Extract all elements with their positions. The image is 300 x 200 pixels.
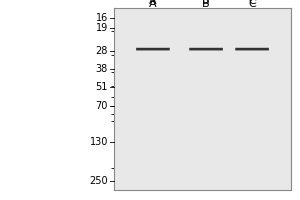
Text: 250: 250 bbox=[89, 176, 108, 186]
FancyBboxPatch shape bbox=[136, 48, 170, 50]
Text: 130: 130 bbox=[90, 137, 108, 147]
Text: 16: 16 bbox=[96, 13, 108, 23]
Text: A: A bbox=[149, 0, 157, 9]
FancyBboxPatch shape bbox=[235, 48, 269, 50]
Text: 19: 19 bbox=[96, 23, 108, 33]
Text: B: B bbox=[202, 0, 210, 6]
Text: 38: 38 bbox=[96, 64, 108, 74]
Text: 70: 70 bbox=[96, 101, 108, 111]
Text: B: B bbox=[202, 0, 210, 9]
Text: A: A bbox=[149, 0, 157, 6]
FancyBboxPatch shape bbox=[189, 48, 223, 50]
Text: C: C bbox=[248, 0, 256, 6]
Text: C: C bbox=[248, 0, 256, 9]
Text: 28: 28 bbox=[96, 46, 108, 56]
Text: 51: 51 bbox=[96, 82, 108, 92]
